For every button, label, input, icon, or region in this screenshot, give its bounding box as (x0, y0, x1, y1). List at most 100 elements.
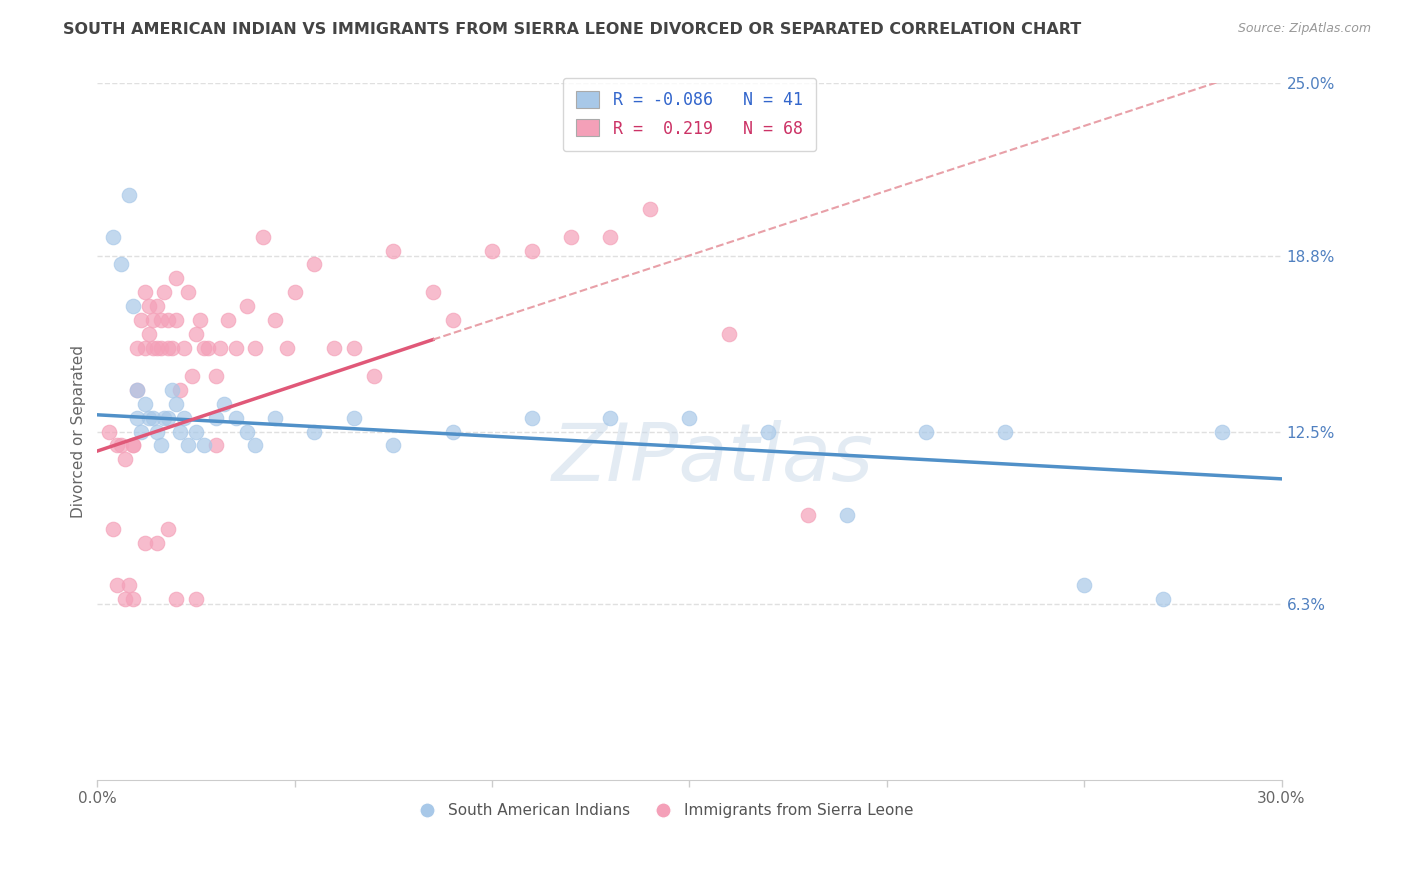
Point (145, 299, 167, 313)
Point (422, 285, 444, 300)
Point (1073, 577, 1095, 591)
Point (134, 341, 156, 355)
Point (204, 438, 226, 452)
Legend: South American Indians, Immigrants from Sierra Leone: South American Indians, Immigrants from … (412, 797, 920, 824)
Point (1211, 425, 1233, 439)
Point (101, 522, 124, 536)
Point (145, 536, 167, 550)
Point (441, 425, 464, 439)
Point (224, 341, 246, 355)
Point (599, 410, 621, 425)
Point (98, 425, 121, 439)
Point (181, 368, 204, 383)
Point (208, 341, 231, 355)
Y-axis label: Divorced or Separated: Divorced or Separated (72, 345, 86, 518)
Point (678, 410, 700, 425)
Point (142, 410, 165, 425)
Text: Source: ZipAtlas.com: Source: ZipAtlas.com (1237, 22, 1371, 36)
Point (994, 425, 1017, 439)
Point (177, 285, 200, 300)
Point (149, 438, 172, 452)
Point (122, 438, 145, 452)
Point (105, 438, 128, 452)
Point (114, 452, 136, 467)
Point (520, 410, 543, 425)
Point (758, 425, 780, 439)
Point (245, 341, 267, 355)
Point (165, 313, 187, 327)
Point (114, 591, 136, 606)
Point (638, 202, 661, 216)
Point (224, 410, 246, 425)
Point (105, 577, 128, 591)
Point (245, 438, 267, 452)
Point (134, 536, 156, 550)
Point (560, 229, 582, 244)
Point (145, 425, 167, 439)
Point (149, 313, 172, 327)
Point (284, 285, 307, 300)
Point (122, 299, 145, 313)
Text: ZIPatlas: ZIPatlas (553, 420, 875, 499)
Point (169, 425, 191, 439)
Point (125, 410, 148, 425)
Point (125, 341, 148, 355)
Point (134, 285, 156, 300)
Point (193, 341, 215, 355)
Point (212, 397, 235, 411)
Point (118, 577, 141, 591)
Point (125, 383, 148, 397)
Point (122, 591, 145, 606)
Point (217, 313, 239, 327)
Point (599, 229, 621, 244)
Point (236, 425, 259, 439)
Point (204, 410, 226, 425)
Point (110, 257, 132, 271)
Point (125, 383, 148, 397)
Point (169, 383, 191, 397)
Point (142, 341, 165, 355)
Point (204, 368, 226, 383)
Point (837, 508, 859, 522)
Point (129, 313, 152, 327)
Point (101, 229, 124, 244)
Point (188, 313, 211, 327)
Point (304, 257, 326, 271)
Point (153, 285, 176, 300)
Point (304, 425, 326, 439)
Point (138, 299, 160, 313)
Point (138, 410, 160, 425)
Point (323, 341, 346, 355)
Point (197, 341, 219, 355)
Point (264, 410, 287, 425)
Point (193, 438, 215, 452)
Point (173, 410, 195, 425)
Point (184, 327, 207, 342)
Point (252, 229, 274, 244)
Point (717, 327, 740, 342)
Point (797, 508, 820, 522)
Text: SOUTH AMERICAN INDIAN VS IMMIGRANTS FROM SIERRA LEONE DIVORCED OR SEPARATED CORR: SOUTH AMERICAN INDIAN VS IMMIGRANTS FROM… (63, 22, 1081, 37)
Point (145, 341, 167, 355)
Point (142, 313, 165, 327)
Point (165, 271, 187, 285)
Point (149, 341, 172, 355)
Point (118, 187, 141, 202)
Point (363, 368, 385, 383)
Point (129, 425, 152, 439)
Point (165, 591, 187, 606)
Point (915, 425, 938, 439)
Point (184, 591, 207, 606)
Point (276, 341, 298, 355)
Point (162, 383, 184, 397)
Point (162, 341, 184, 355)
Point (157, 522, 180, 536)
Point (1152, 591, 1174, 606)
Point (177, 438, 200, 452)
Point (157, 410, 180, 425)
Point (122, 438, 145, 452)
Point (343, 410, 366, 425)
Point (382, 244, 405, 258)
Point (165, 397, 187, 411)
Point (157, 341, 180, 355)
